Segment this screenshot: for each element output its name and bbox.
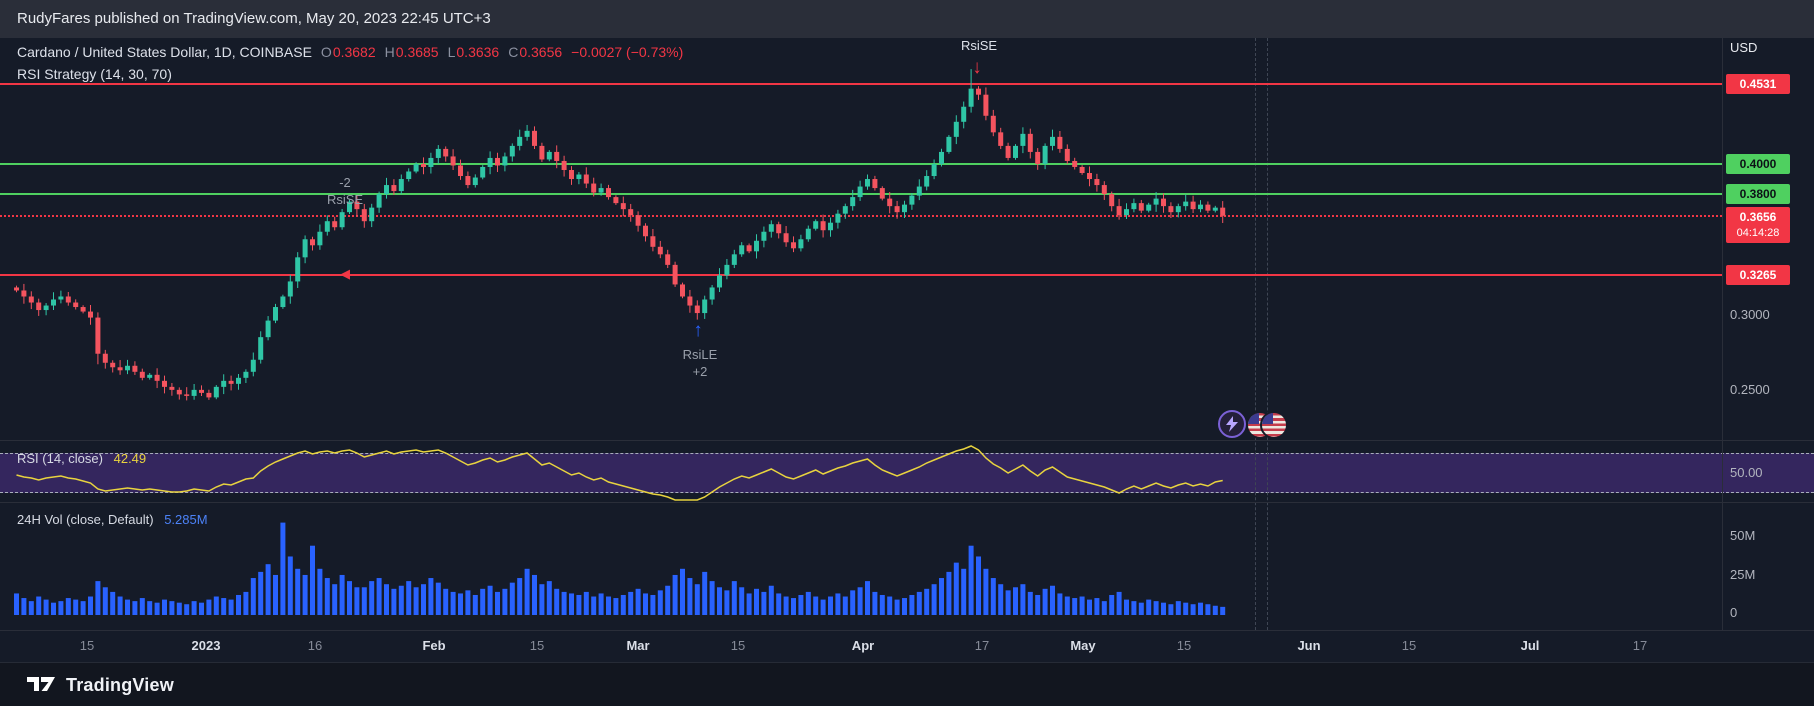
price-level-label: 0.4531 <box>1726 74 1790 94</box>
volume-legend-value: 5.285M <box>164 512 208 527</box>
time-axis[interactable]: 15 2023 16 Feb 15 Mar 15 Apr 17 May 15 Jun 15 Jul 17 <box>0 630 1814 662</box>
reactions <box>1218 410 1298 439</box>
volume-series <box>14 522 1226 615</box>
publish-text: RudyFares published on TradingView.com, … <box>17 10 491 27</box>
ohlc-open-label: O <box>320 44 332 60</box>
ohlc-open-value: 0.3682 <box>332 44 376 60</box>
ohlc-change: −0.0027 (−0.73%) <box>571 44 684 60</box>
short-entry-qty: -2 <box>339 175 351 190</box>
future-date-dashed-line <box>1267 38 1268 630</box>
left-arrow-icon: ◀ <box>340 266 350 281</box>
candlestick-series <box>14 69 1226 401</box>
time-axis-label: 15 <box>79 638 95 653</box>
ohlc-close-value: 0.3656 <box>519 44 563 60</box>
rsi-legend-value: 42.49 <box>113 451 147 466</box>
ohlc-high-value: 0.3685 <box>395 44 439 60</box>
time-axis-label: 17 <box>1632 638 1648 653</box>
volume-axis-mark: 25M <box>1730 567 1756 582</box>
last-price-label: 0.3656 04:14:28 <box>1726 207 1790 243</box>
long-entry-name: RsiLE <box>682 347 718 362</box>
symbol-legend[interactable]: Cardano / United States Dollar, 1D, COIN… <box>17 44 683 60</box>
future-date-dashed-line <box>1255 38 1256 630</box>
time-axis-label: 17 <box>974 638 990 653</box>
short-entry-label: -2 RsiSE <box>310 174 380 208</box>
price-axis-mark: 0.2500 <box>1730 381 1770 397</box>
rsi-band <box>0 453 1814 493</box>
buy-signal-arrow-icon: ↑ <box>693 320 703 341</box>
time-axis-label: 15 <box>529 638 545 653</box>
tradingview-logo-icon[interactable] <box>27 677 57 693</box>
horizontal-level-line[interactable] <box>0 273 1722 276</box>
long-entry-label: RsiLE +2 <box>665 346 735 380</box>
ohlc-low-label: L <box>447 44 456 60</box>
price-axis-mark: 0.3000 <box>1730 306 1770 322</box>
time-axis-label: 15 <box>730 638 746 653</box>
us-flag-icon[interactable] <box>1260 411 1288 439</box>
rsi-legend-title: RSI (14, close) <box>17 451 103 466</box>
short-entry-name: RsiSE <box>326 192 364 207</box>
time-axis-label: 15 <box>1176 638 1192 653</box>
ohlc-high-label: H <box>384 44 395 60</box>
pane-divider[interactable] <box>0 440 1814 441</box>
sell-signal-arrow-icon: ↓ <box>972 57 982 78</box>
ohlc-low-value: 0.3636 <box>456 44 500 60</box>
time-axis-label: 16 <box>307 638 323 653</box>
pane-divider[interactable] <box>0 502 1814 503</box>
time-axis-label: May <box>1070 638 1096 653</box>
price-level-label: 0.3800 <box>1726 184 1790 205</box>
price-axis-currency: USD <box>1730 40 1758 55</box>
ohlc-close-label: C <box>508 44 519 60</box>
time-axis-label: Apr <box>851 638 875 653</box>
price-level-label: 0.4000 <box>1726 153 1790 174</box>
rsi-legend[interactable]: RSI (14, close) 42.49 <box>17 451 146 466</box>
strategy-title: RSI Strategy (14, 30, 70) <box>17 66 172 82</box>
rsi-axis-mark: 50.00 <box>1730 465 1763 480</box>
sell-signal-label: RsiSE <box>960 38 998 53</box>
pane-divider <box>0 630 1814 631</box>
long-entry-qty: +2 <box>692 364 708 379</box>
horizontal-level-line[interactable] <box>0 83 1722 85</box>
bar-countdown: 04:14:28 <box>1736 227 1780 239</box>
publish-bar: RudyFares published on TradingView.com, … <box>0 0 1814 38</box>
time-axis-label: Mar <box>626 638 650 653</box>
price-axis-border <box>1722 38 1723 630</box>
rsi-line <box>16 445 1223 501</box>
strategy-legend[interactable]: RSI Strategy (14, 30, 70) <box>17 66 172 82</box>
time-axis-label: Jul <box>1520 638 1540 653</box>
time-axis-label: 2023 <box>191 638 221 653</box>
price-level-label: 0.3265 <box>1726 264 1790 285</box>
tradingview-brand-text[interactable]: TradingView <box>66 674 174 695</box>
last-price-line <box>0 214 1722 217</box>
volume-axis-mark: 50M <box>1730 528 1756 543</box>
time-axis-label: Jun <box>1297 638 1321 653</box>
horizontal-level-line[interactable] <box>0 162 1722 165</box>
time-axis-label: Feb <box>422 638 446 653</box>
volume-legend[interactable]: 24H Vol (close, Default) 5.285M <box>17 512 208 527</box>
symbol-title: Cardano / United States Dollar, 1D, COIN… <box>17 44 312 60</box>
volume-legend-title: 24H Vol (close, Default) <box>17 512 154 527</box>
lightning-boost-icon[interactable] <box>1218 410 1246 438</box>
last-price-value: 0.3656 <box>1739 210 1777 224</box>
time-axis-label: 15 <box>1401 638 1417 653</box>
volume-axis-mark: 0 <box>1730 605 1738 620</box>
footer-bar: TradingView <box>0 662 1814 706</box>
